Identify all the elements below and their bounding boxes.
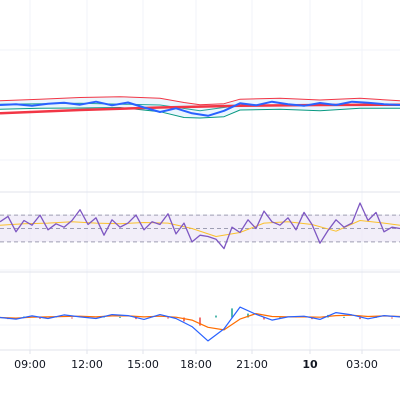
histogram-bar	[343, 316, 345, 318]
histogram-bar	[183, 317, 185, 322]
histogram-bar	[231, 308, 233, 318]
histogram-bar	[391, 317, 393, 319]
histogram-bar	[279, 316, 281, 318]
signal-line	[0, 313, 400, 331]
histogram-bar	[39, 317, 41, 319]
histogram-bar	[359, 317, 361, 320]
price-pane	[0, 96, 400, 119]
histogram-bar	[119, 316, 121, 318]
time-axis: 09:00 12:00 15:00 18:00 21:00 10 03:00	[0, 349, 400, 371]
histogram-bar	[135, 317, 137, 320]
time-tick-label: 12:00	[71, 358, 103, 371]
time-tick-label: 21:00	[236, 358, 268, 371]
time-tick-label: 15:00	[127, 358, 159, 371]
grid-layer	[0, 0, 400, 350]
rsi-pane	[0, 202, 400, 250]
band-lower-line	[0, 107, 400, 119]
rsi-ma-line	[0, 220, 400, 237]
macd-line	[0, 306, 400, 342]
rsi-line	[0, 202, 400, 250]
time-tick-label: 18:00	[180, 358, 212, 371]
price-line	[0, 100, 400, 117]
time-tick-label: 03:00	[346, 358, 378, 371]
histogram-bar	[215, 315, 217, 318]
histogram-bar	[247, 313, 249, 318]
time-tick-label: 10	[302, 358, 318, 371]
macd-pane	[0, 306, 400, 342]
histogram-bar	[263, 317, 265, 320]
histogram-bar	[71, 317, 73, 319]
histogram-bar	[167, 317, 169, 319]
histogram-bar	[199, 317, 201, 326]
band-upper-line	[0, 96, 400, 106]
time-tick-label: 09:00	[14, 358, 46, 371]
